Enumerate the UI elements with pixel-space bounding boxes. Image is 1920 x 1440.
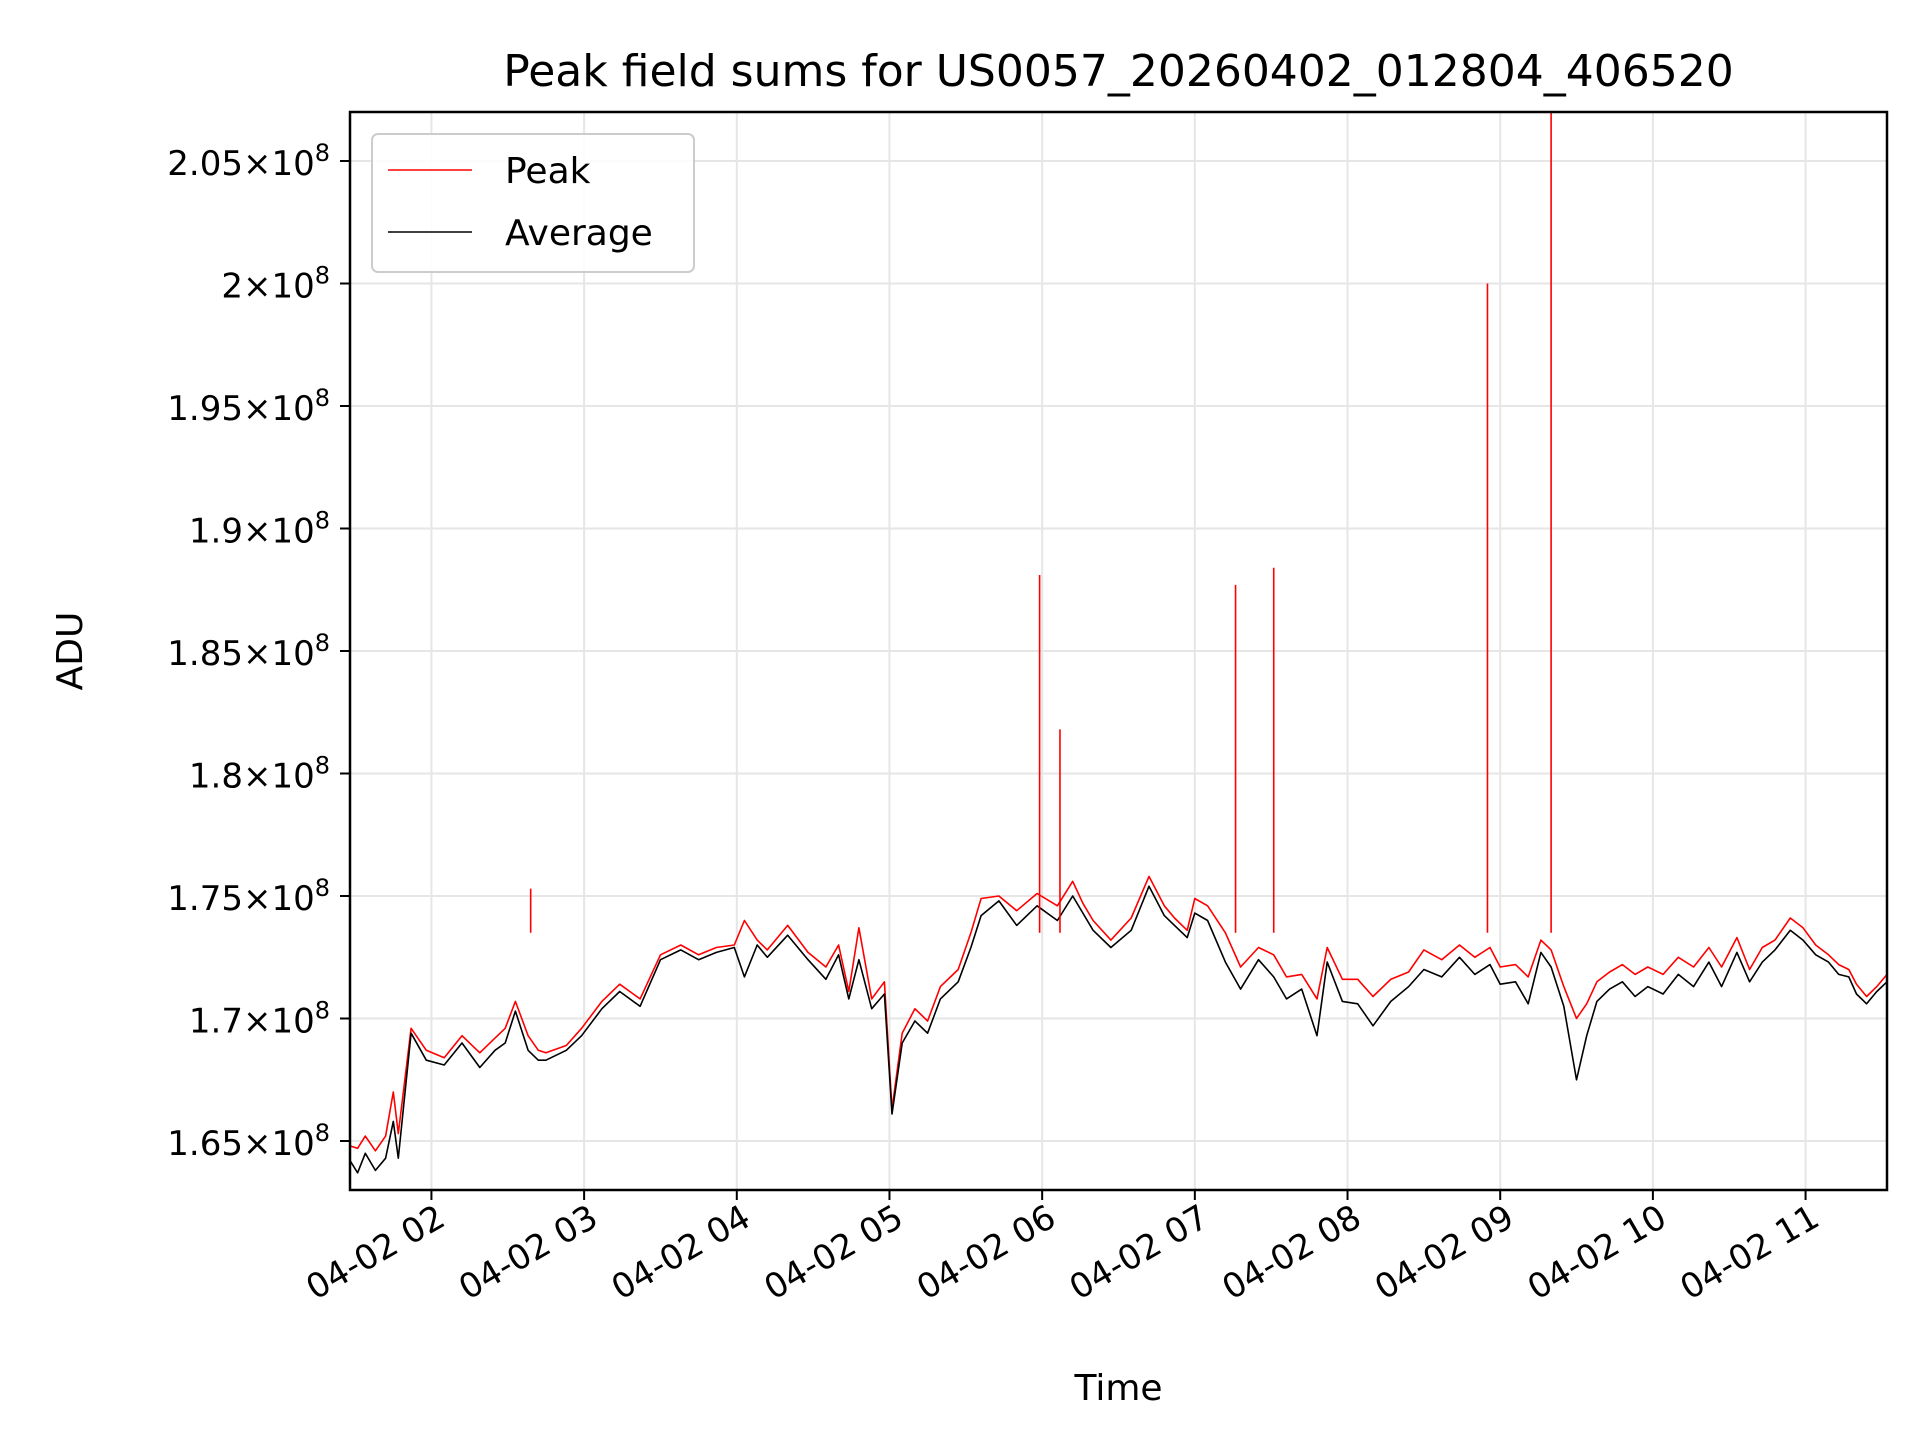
y-tick-label: 1.7×108 bbox=[189, 997, 330, 1042]
legend-box bbox=[371, 133, 695, 273]
y-axis-title: ADU bbox=[50, 612, 91, 691]
legend-label-average: Average bbox=[505, 213, 653, 254]
y-tick-label: 1.75×108 bbox=[167, 874, 330, 919]
legend-label-peak: Peak bbox=[505, 151, 591, 192]
peak-spikes bbox=[529, 112, 1552, 933]
y-tick-label: 2×108 bbox=[221, 262, 330, 307]
y-tick-label: 1.85×108 bbox=[167, 629, 330, 674]
y-tick-label: 1.65×108 bbox=[167, 1119, 330, 1164]
series-line-average bbox=[349, 885, 1888, 1174]
y-tick-label: 1.9×108 bbox=[189, 507, 330, 552]
chart-title: Peak field sums for US0057_20260402_0128… bbox=[503, 46, 1733, 97]
grid bbox=[350, 112, 1887, 1190]
series-layer bbox=[349, 112, 1888, 1174]
x-axis-title: Time bbox=[1073, 1368, 1162, 1409]
legend: Peak Average bbox=[371, 133, 695, 273]
y-tick-label: 1.95×108 bbox=[167, 384, 330, 429]
y-tick-label: 1.8×108 bbox=[189, 752, 330, 797]
y-tick-label: 2.05×108 bbox=[167, 139, 330, 184]
series-line-peak bbox=[349, 875, 1888, 1152]
